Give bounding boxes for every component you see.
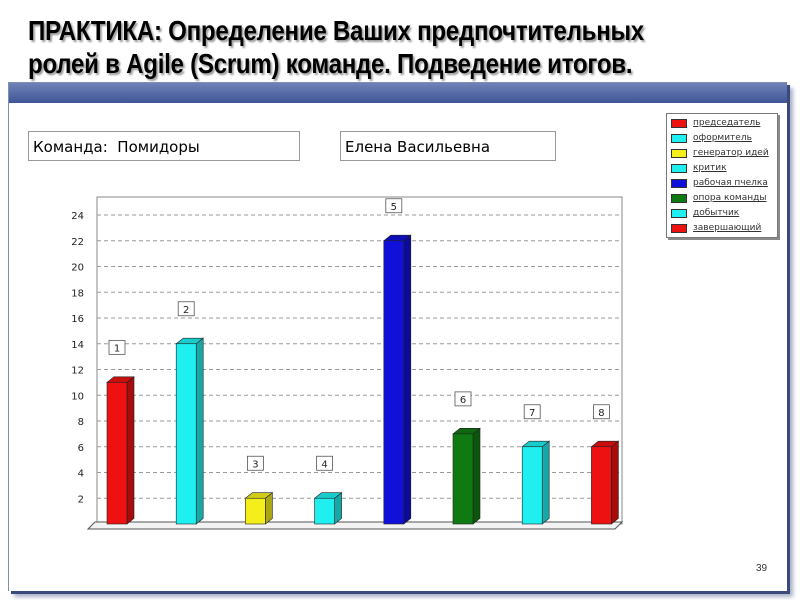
legend-item: опора команды (670, 191, 776, 206)
slide-title-line1: ПРАКТИКА: Определение Ваших предпочтител… (28, 15, 644, 46)
legend-label: завершающий (693, 223, 762, 233)
legend-item: добытчик (670, 206, 776, 221)
legend-label: критик (693, 163, 727, 173)
legend-swatch (671, 119, 687, 128)
legend-item: председатель (670, 116, 776, 131)
legend-item: рабочая пчелка (670, 176, 776, 191)
legend-swatch (671, 224, 687, 233)
legend-label: генератор идей (693, 148, 769, 158)
team-field: Команда: Помидоры (28, 131, 300, 161)
legend-label: председатель (693, 118, 761, 128)
legend-swatch (671, 149, 687, 158)
legend-swatch (671, 164, 687, 173)
chart-legend: председатель оформитель генератор идей крит… (666, 113, 778, 238)
slide-title: ПРАКТИКА: Определение Ваших предпочтител… (28, 14, 798, 80)
legend-item: завершающий (670, 221, 776, 236)
legend-label: добытчик (693, 208, 740, 218)
legend-label: рабочая пчелка (693, 178, 768, 188)
frame-topbar (9, 83, 787, 103)
name-field: Елена Васильевна (340, 131, 556, 161)
slide-title-line2: ролей в Agile (Scrum) команде. Подведени… (28, 48, 633, 79)
page-number: 39 (756, 563, 768, 574)
legend-swatch (671, 194, 687, 203)
legend-item: критик (670, 161, 776, 176)
legend-swatch (671, 179, 687, 188)
legend-swatch (671, 209, 687, 218)
legend-swatch (671, 134, 687, 143)
legend-label: опора команды (693, 193, 767, 203)
legend-item: генератор идей (670, 146, 776, 161)
legend-label: оформитель (693, 133, 752, 143)
legend-item: оформитель (670, 131, 776, 146)
